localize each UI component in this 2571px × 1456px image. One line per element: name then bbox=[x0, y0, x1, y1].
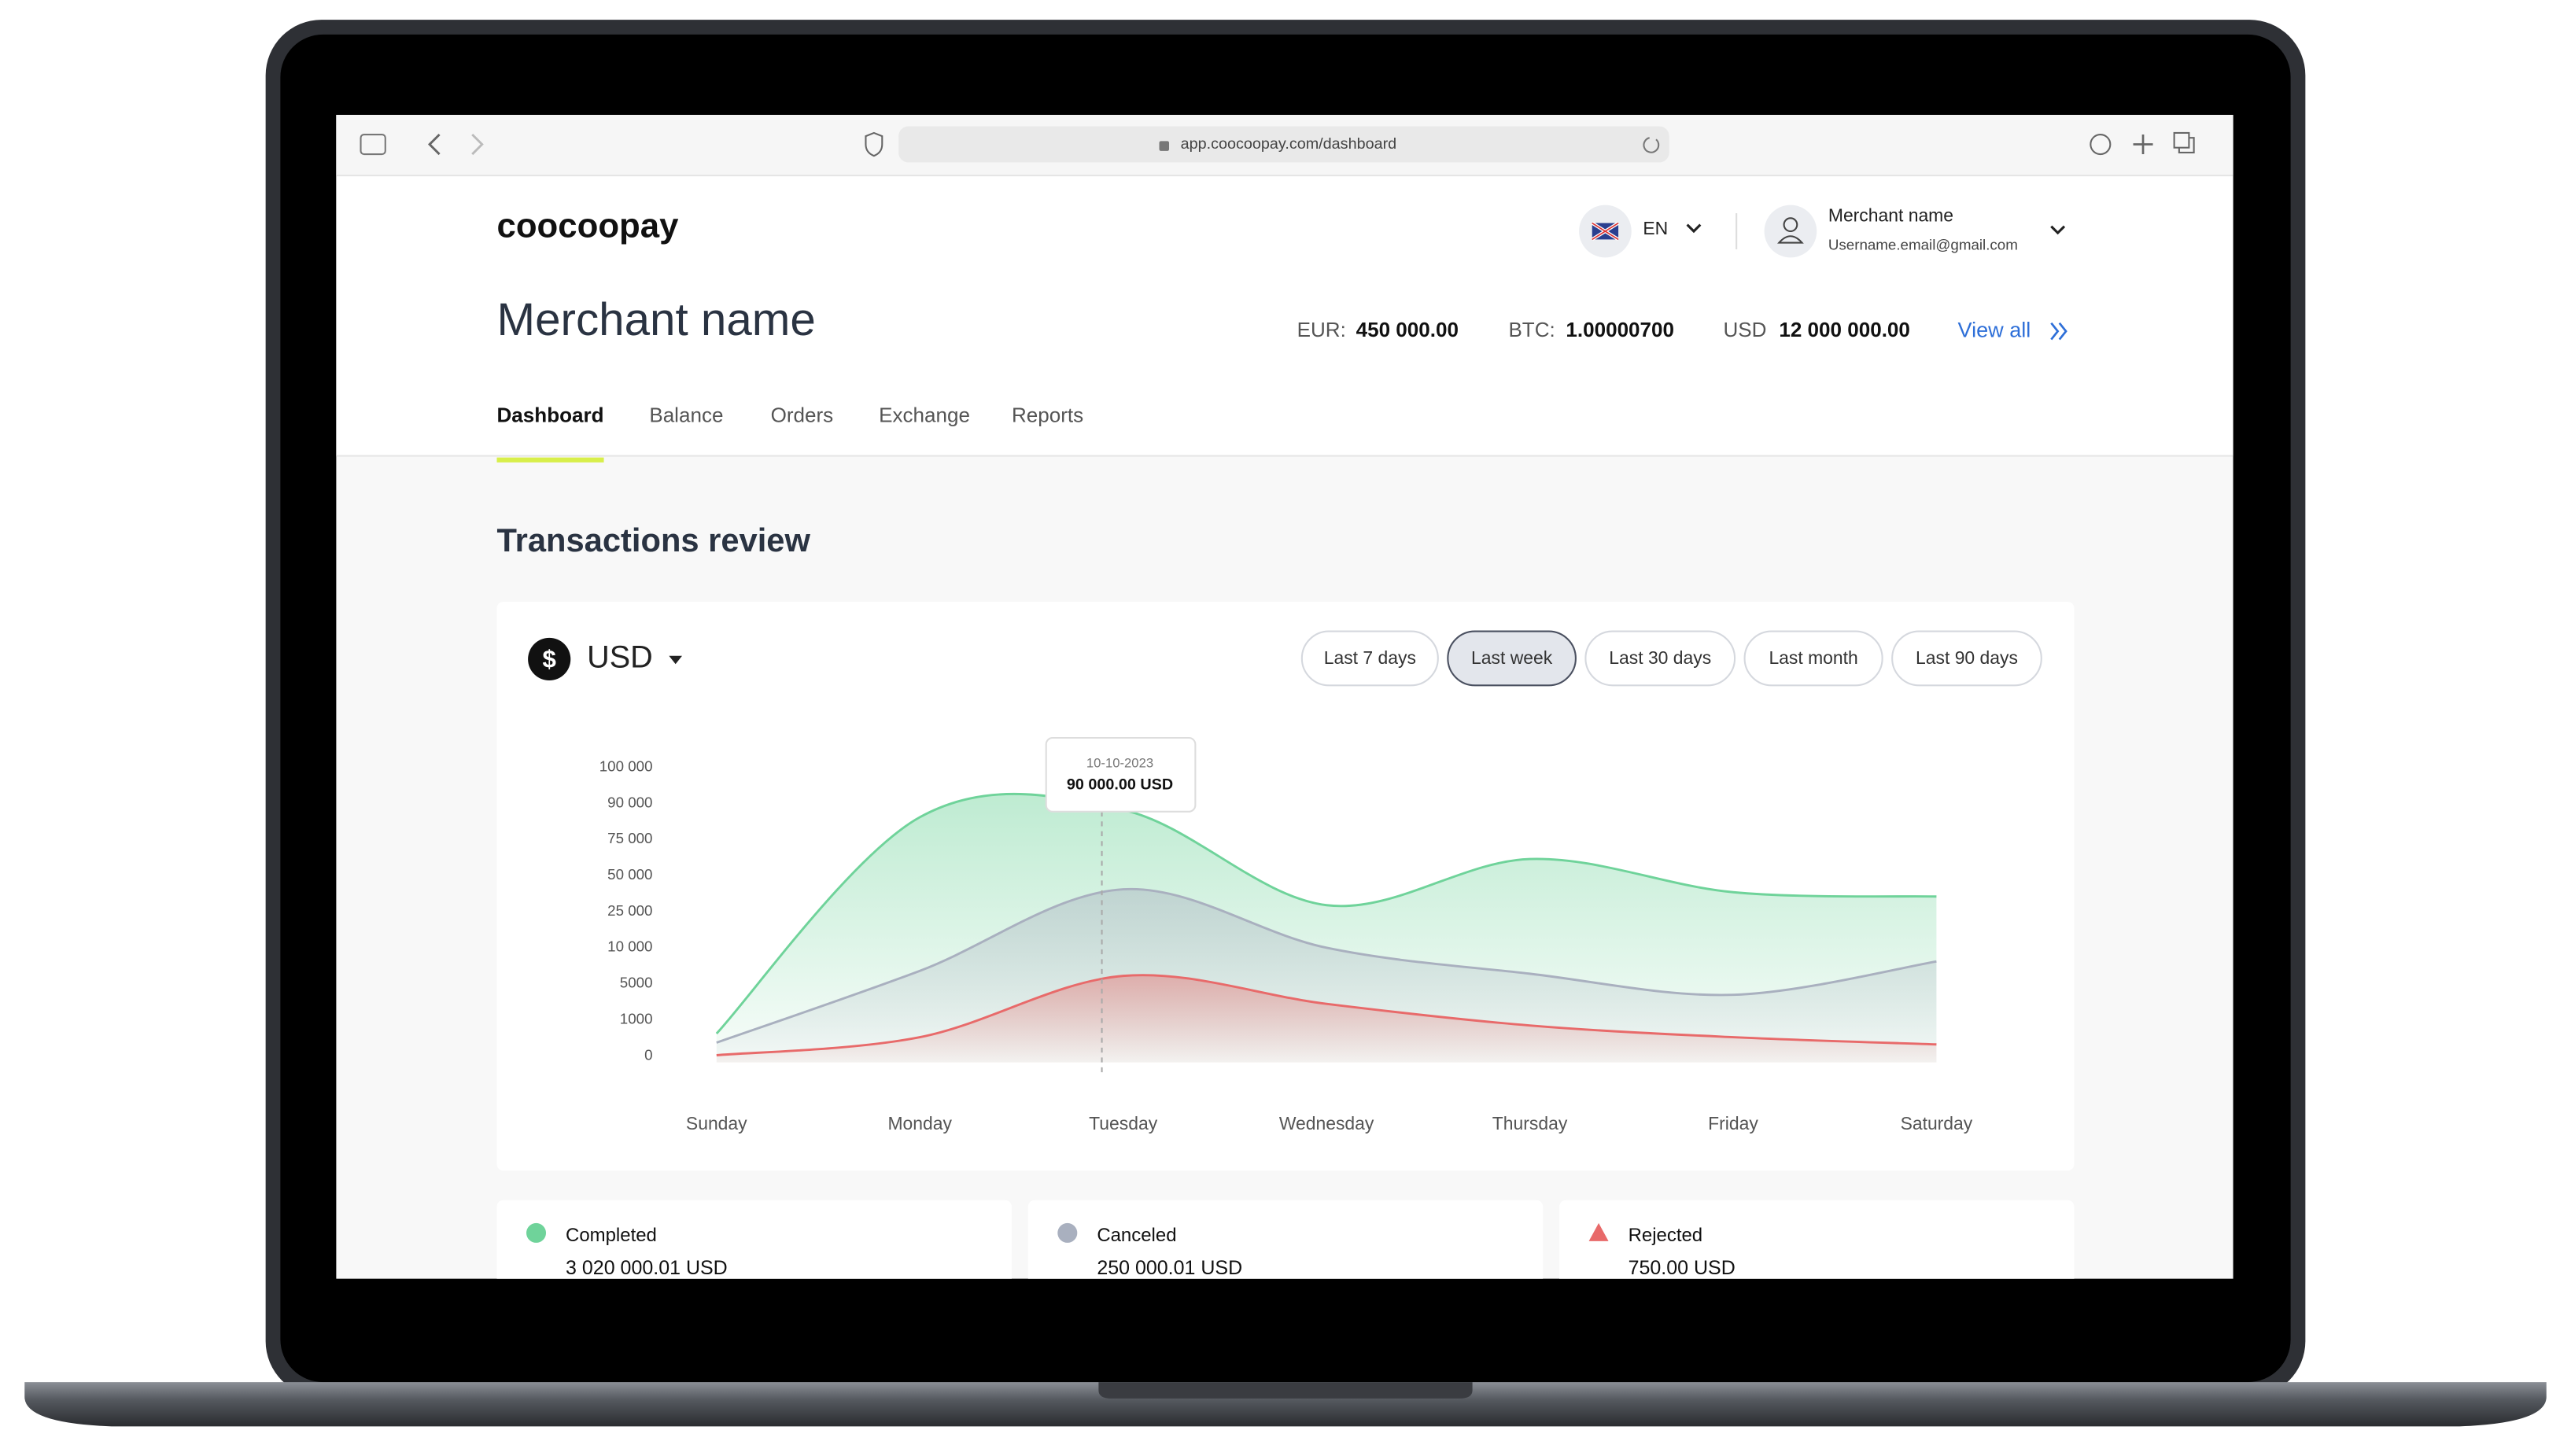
avatar-head bbox=[1783, 217, 1798, 233]
stat-card bbox=[1559, 1200, 2075, 1279]
area bbox=[716, 975, 1937, 1063]
user-email: Username.email@gmail.com bbox=[1828, 237, 2018, 253]
view-all-link[interactable]: View all bbox=[1958, 317, 2031, 341]
stat-label: Rejected bbox=[1629, 1225, 1703, 1246]
section-title: Transactions review bbox=[497, 522, 811, 558]
period-label[interactable]: Last 7 days bbox=[1324, 647, 1416, 668]
currency-symbol: $ bbox=[543, 645, 556, 673]
x-tick-label: Wednesday bbox=[1279, 1113, 1374, 1133]
back-button[interactable] bbox=[427, 133, 441, 156]
tab[interactable]: Orders bbox=[771, 403, 834, 426]
url: app.coocoopay.com/dashboard bbox=[1181, 135, 1397, 153]
chart-card bbox=[496, 602, 2075, 1171]
balance-amount: 1.00000700 bbox=[1566, 318, 1674, 341]
screen: app.coocoopay.com/dashboard coocoopay EN… bbox=[336, 115, 2233, 1279]
page-title: Merchant name bbox=[497, 294, 816, 345]
balance-amount: 12 000 000.00 bbox=[1779, 318, 1910, 341]
period-button[interactable] bbox=[1891, 630, 2042, 687]
stats: Completed 3 020 000.01 USD Canceled 250 000… bbox=[496, 1200, 2075, 1279]
period-label[interactable]: Last week bbox=[1471, 647, 1553, 668]
tooltip-value: 90 000.00 USD bbox=[1067, 776, 1173, 794]
period-button[interactable] bbox=[1447, 630, 1577, 687]
avatar-body bbox=[1777, 235, 1804, 244]
chart: 0 1000 5000 10 000 25 000 50 000 75 000 90 000 1… bbox=[599, 736, 1973, 1133]
period-button[interactable] bbox=[1300, 630, 1439, 687]
y-tick-label: 10 000 bbox=[607, 938, 652, 955]
y-tick-label: 75 000 bbox=[607, 830, 652, 846]
user-chevron[interactable] bbox=[2050, 225, 2066, 235]
period-button[interactable] bbox=[1743, 630, 1883, 687]
balance-label: EUR: bbox=[1297, 318, 1346, 341]
new-tab-button[interactable] bbox=[2133, 135, 2153, 155]
stat-icon bbox=[1588, 1222, 1609, 1241]
line bbox=[715, 792, 1937, 1034]
flag-cross-red bbox=[1592, 222, 1619, 241]
stat-amount: 250 000.01 USD bbox=[1097, 1257, 1242, 1279]
x-tick-label: Friday bbox=[1708, 1113, 1758, 1133]
x-tick-label: Tuesday bbox=[1089, 1113, 1158, 1133]
y-tick-label: 5000 bbox=[620, 975, 653, 991]
period-label[interactable]: Last 90 days bbox=[1916, 647, 2018, 668]
tab[interactable]: Dashboard bbox=[497, 403, 604, 426]
forward-button[interactable] bbox=[471, 133, 484, 156]
x-tick-label: Sunday bbox=[686, 1113, 747, 1133]
sidebar-icon[interactable] bbox=[360, 133, 386, 156]
balance-label: BTC: bbox=[1508, 318, 1555, 341]
download-button[interactable] bbox=[2090, 133, 2112, 156]
stat-amount: 750.00 USD bbox=[1629, 1257, 1736, 1279]
tab[interactable]: Reports bbox=[1012, 403, 1083, 426]
currency-dropdown[interactable] bbox=[669, 655, 683, 665]
tooltip bbox=[1045, 736, 1197, 813]
reload-button[interactable] bbox=[1643, 137, 1660, 153]
stat-label: Completed bbox=[566, 1225, 657, 1246]
logo[interactable]: coocoopay bbox=[497, 206, 680, 245]
laptop-notch bbox=[1098, 1382, 1473, 1399]
y-tick-label: 90 000 bbox=[607, 794, 652, 810]
shield-icon bbox=[865, 131, 883, 157]
tooltip-date: 10-10-2023 bbox=[1086, 756, 1153, 771]
language-chevron[interactable] bbox=[1686, 223, 1702, 234]
y-tick-label: 0 bbox=[644, 1046, 652, 1063]
user-name: Merchant name bbox=[1828, 205, 1953, 225]
tab[interactable]: Exchange bbox=[879, 403, 970, 426]
balance-label: USD bbox=[1723, 318, 1766, 341]
y-tick-label: 100 000 bbox=[599, 757, 653, 774]
y-tick-label: 1000 bbox=[620, 1010, 653, 1027]
stat-amount: 3 020 000.01 USD bbox=[566, 1257, 728, 1279]
currency[interactable]: USD bbox=[587, 640, 653, 674]
line bbox=[716, 887, 1937, 1044]
line bbox=[716, 974, 1937, 1056]
stat-label: Canceled bbox=[1097, 1225, 1176, 1246]
stat-icon bbox=[526, 1222, 547, 1243]
stat-card bbox=[496, 1200, 1012, 1279]
stat-icon bbox=[1057, 1222, 1078, 1243]
period-label[interactable]: Last 30 days bbox=[1609, 647, 1711, 668]
laptop-base bbox=[24, 1382, 2547, 1427]
y-tick-label: 50 000 bbox=[607, 866, 652, 883]
period-button[interactable] bbox=[1584, 630, 1736, 687]
tabs-button-back bbox=[2173, 131, 2190, 149]
x-tick-label: Thursday bbox=[1492, 1113, 1568, 1133]
lock-icon bbox=[1159, 141, 1170, 151]
tabs: Dashboard Balance Orders Exchange Reports bbox=[496, 403, 1083, 463]
currency-icon bbox=[528, 637, 571, 681]
stat-card bbox=[1027, 1200, 1544, 1279]
y-tick-label: 25 000 bbox=[607, 902, 652, 919]
x-tick-label: Saturday bbox=[1901, 1113, 1973, 1133]
x-tick-label: Monday bbox=[887, 1113, 952, 1133]
period-label[interactable]: Last month bbox=[1769, 647, 1857, 668]
view-all-icon[interactable] bbox=[2050, 322, 2067, 341]
period-buttons: Last 7 days Last week Last 30 days Last mon… bbox=[1300, 630, 2042, 687]
address-bar[interactable] bbox=[898, 126, 1669, 163]
language[interactable]: EN bbox=[1643, 218, 1668, 238]
tab-indicator bbox=[496, 457, 604, 463]
tab[interactable]: Balance bbox=[649, 403, 723, 426]
balance-amount: 450 000.00 bbox=[1356, 318, 1459, 341]
